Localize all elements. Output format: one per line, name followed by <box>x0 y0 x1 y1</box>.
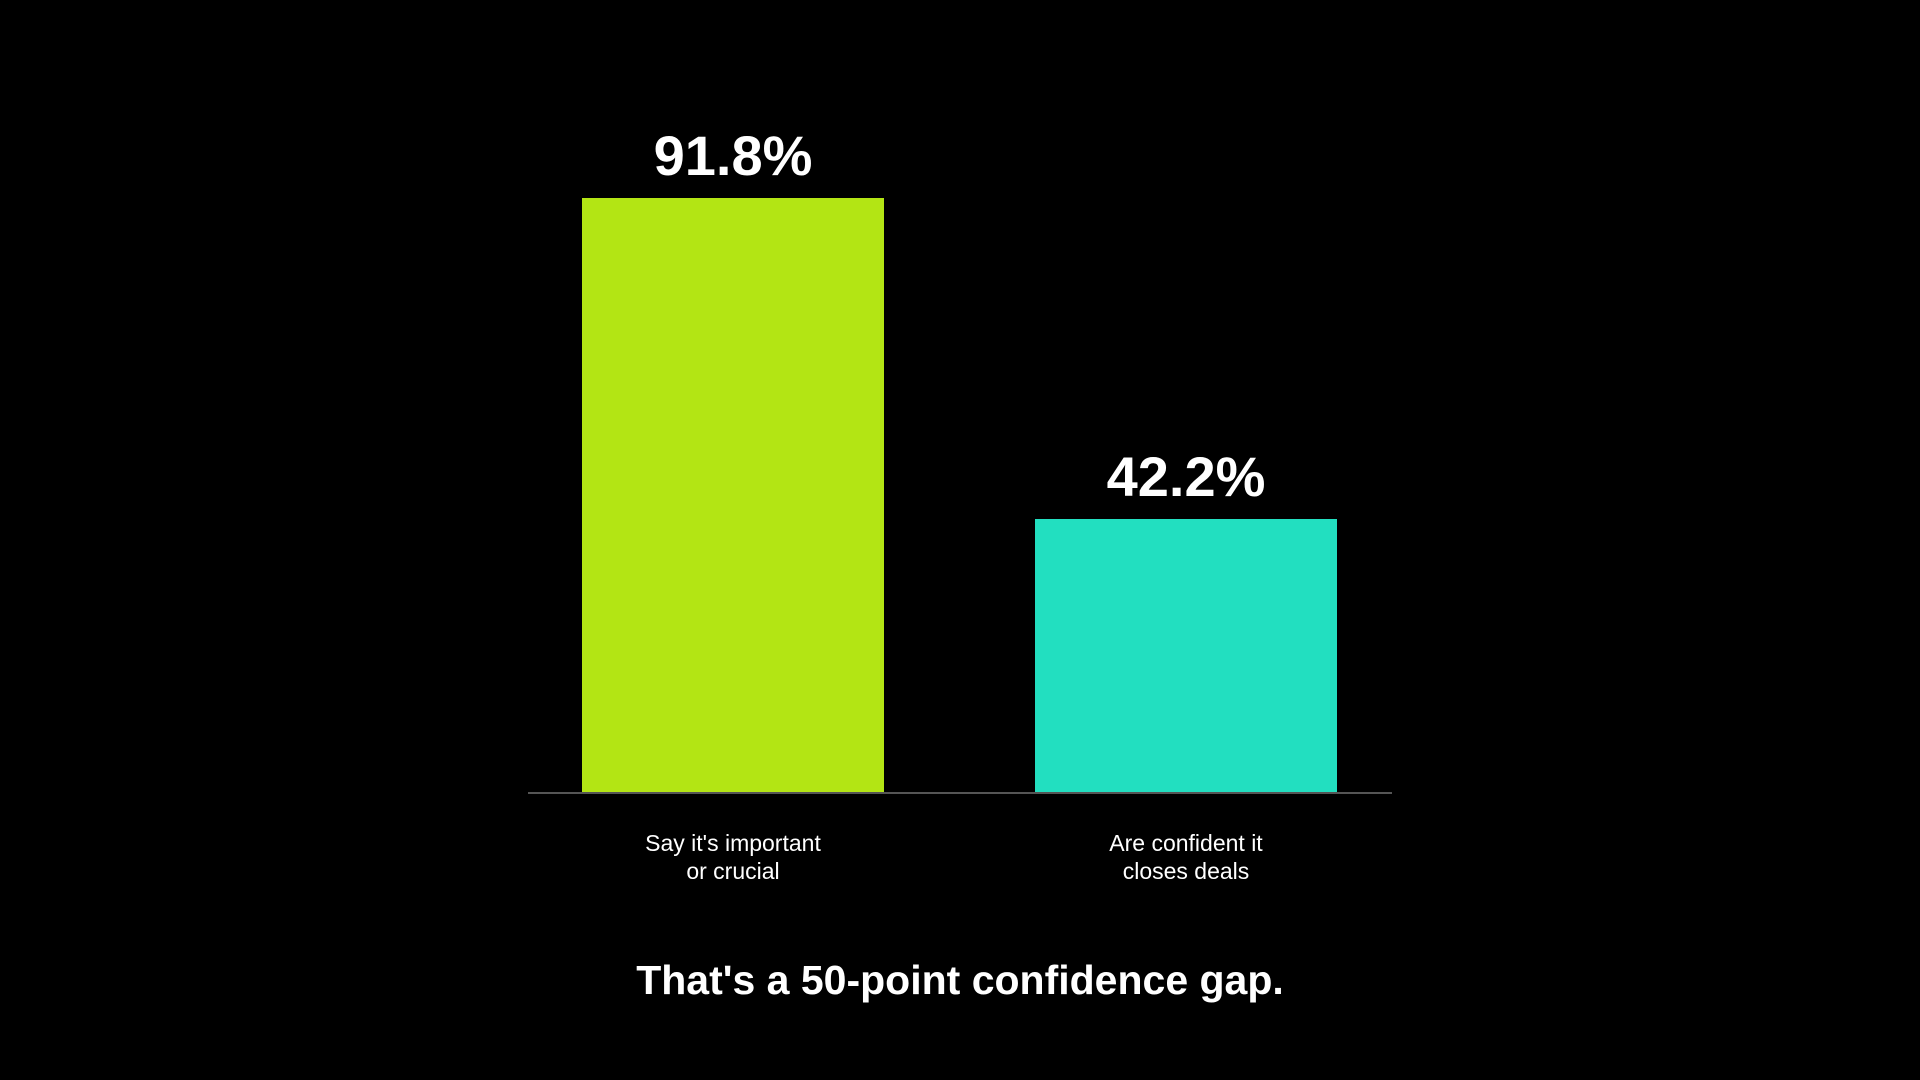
annotation: That's a 50-point confidence gap. <box>636 957 1284 1003</box>
x-tick-label: Say it's important or crucial <box>645 830 821 884</box>
bar <box>582 198 884 792</box>
value-label: 91.8% <box>653 124 813 188</box>
baseline <box>528 792 1392 794</box>
x-tick-label: Are confident it closes deals <box>1109 830 1263 884</box>
bar <box>1035 518 1337 792</box>
value-label: 42.2% <box>1106 444 1266 508</box>
